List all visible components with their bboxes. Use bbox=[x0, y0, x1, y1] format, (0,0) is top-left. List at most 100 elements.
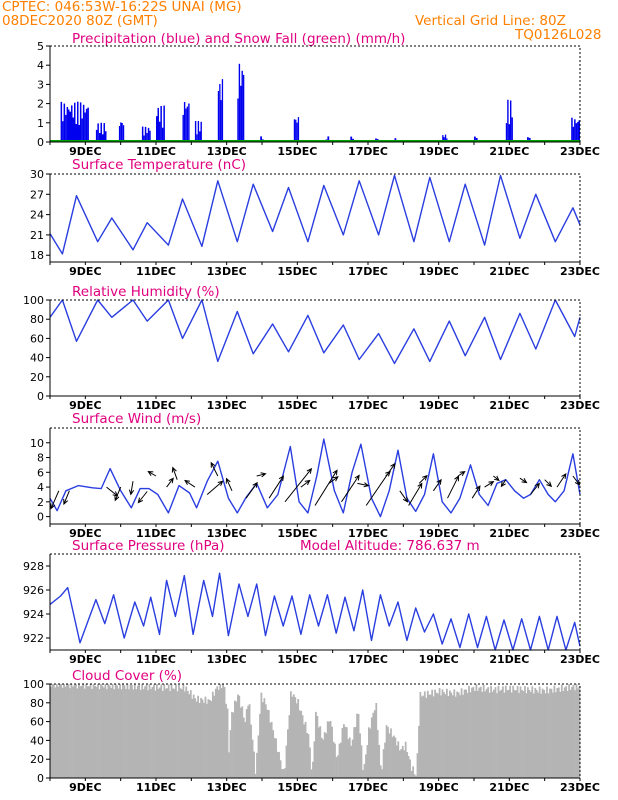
y-tick-label: 60 bbox=[30, 716, 44, 729]
cloud-bar bbox=[172, 688, 174, 778]
cloud-bar bbox=[485, 688, 488, 778]
cloud-bar bbox=[170, 684, 173, 778]
precip-bar bbox=[293, 119, 296, 142]
wind-arrow bbox=[457, 470, 466, 477]
wind-arrow bbox=[530, 482, 541, 495]
precip-bar bbox=[122, 125, 125, 142]
cloud-bar bbox=[129, 685, 132, 778]
x-tick-label: 23DEC bbox=[560, 781, 600, 794]
x-tick-label: 23DEC bbox=[560, 653, 600, 666]
cloud-bar bbox=[92, 684, 95, 778]
cloud-bar bbox=[429, 694, 432, 778]
y-tick-label: 4 bbox=[37, 481, 44, 494]
cloud-bar bbox=[182, 684, 185, 778]
cloud-bar bbox=[83, 688, 86, 778]
cloud-bar bbox=[204, 696, 207, 778]
cloud-bar bbox=[381, 769, 383, 778]
cloud-bar bbox=[55, 684, 58, 778]
cloud-bar bbox=[69, 688, 71, 778]
cloud-bar bbox=[506, 690, 509, 778]
cloud-bar bbox=[285, 745, 288, 778]
cloud-bar bbox=[328, 721, 330, 778]
precip-bar bbox=[183, 102, 186, 142]
cloud-bar bbox=[494, 687, 497, 778]
cloud-bar bbox=[107, 684, 110, 778]
cloud-bar bbox=[263, 698, 266, 778]
precip-bar bbox=[62, 121, 64, 142]
cloud-bar bbox=[253, 751, 255, 778]
y-tick-label: 40 bbox=[30, 352, 44, 365]
cloud-bar bbox=[565, 686, 568, 778]
cloud-bar bbox=[413, 774, 416, 778]
x-tick-label: 21DEC bbox=[489, 399, 529, 412]
cloud-bar bbox=[404, 741, 407, 778]
precip-bar bbox=[507, 99, 509, 142]
cloud-bar bbox=[459, 695, 462, 778]
cloud-bar bbox=[357, 714, 360, 778]
cloud-bar bbox=[549, 688, 551, 778]
cloud-bar bbox=[406, 752, 409, 778]
precip-bar bbox=[572, 126, 575, 142]
wind-arrow bbox=[493, 475, 500, 482]
cloud-bar bbox=[85, 684, 88, 778]
cloud-bar bbox=[313, 741, 316, 778]
series-line-wind bbox=[49, 438, 581, 518]
cloud-bar bbox=[201, 699, 204, 778]
cloud-bar bbox=[340, 742, 342, 778]
cloud-bar bbox=[369, 728, 372, 778]
cloud-bar bbox=[481, 691, 484, 778]
y-tick-label: 926 bbox=[23, 584, 44, 597]
cloud-bar bbox=[138, 684, 141, 778]
cloud-bar bbox=[284, 768, 286, 778]
cloud-bar bbox=[521, 690, 523, 778]
cloud-bar bbox=[475, 684, 478, 778]
cloud-bar bbox=[316, 716, 319, 778]
cloud-bar bbox=[60, 684, 63, 778]
cloud-bar bbox=[166, 688, 169, 778]
cloud-bar bbox=[131, 685, 133, 778]
precip-bar bbox=[71, 105, 73, 142]
cloud-bar bbox=[484, 691, 487, 778]
x-tick-label: 17DEC bbox=[348, 653, 388, 666]
cloud-bar bbox=[398, 750, 401, 778]
cloud-bar bbox=[531, 686, 534, 778]
cloud-bar bbox=[123, 685, 126, 778]
x-tick-label: 17DEC bbox=[348, 399, 388, 412]
cloud-bar bbox=[225, 703, 227, 778]
precip-bar bbox=[238, 63, 241, 142]
wind-arrow bbox=[328, 476, 339, 484]
precip-bar bbox=[240, 85, 242, 142]
cloud-bar bbox=[478, 687, 481, 778]
cloud-bar bbox=[303, 724, 305, 778]
x-tick-label: 19DEC bbox=[419, 527, 459, 540]
precip-bar bbox=[156, 116, 158, 142]
cloud-bar bbox=[50, 686, 52, 778]
cloud-bar bbox=[509, 685, 512, 778]
precip-bar bbox=[508, 124, 510, 142]
precip-bar bbox=[68, 109, 70, 142]
x-tick-label: 19DEC bbox=[419, 781, 459, 794]
cloud-bar bbox=[297, 699, 300, 778]
wind-arrow bbox=[128, 481, 135, 496]
cloud-bar bbox=[58, 684, 61, 778]
cloud-bar bbox=[67, 684, 70, 778]
cloud-bar bbox=[556, 688, 559, 778]
cloud-bar bbox=[122, 684, 124, 778]
cloud-bar bbox=[388, 733, 391, 778]
cloud-bar bbox=[206, 703, 208, 778]
cloud-bar bbox=[519, 686, 522, 778]
cloud-bar bbox=[490, 685, 492, 778]
cloud-bar bbox=[571, 686, 573, 778]
x-tick-label: 23DEC bbox=[560, 399, 600, 412]
precip-bar bbox=[510, 100, 512, 142]
cloud-bar bbox=[214, 688, 217, 778]
cloud-bar bbox=[222, 684, 224, 778]
precip-bar bbox=[242, 74, 245, 142]
y-tick-label: 2 bbox=[37, 496, 44, 509]
cloud-bar bbox=[256, 752, 258, 778]
header-run-id: TQ0126L028 bbox=[515, 27, 602, 43]
cloud-bar bbox=[348, 737, 351, 778]
cloud-bar bbox=[100, 684, 102, 778]
cloud-bar bbox=[186, 690, 189, 778]
